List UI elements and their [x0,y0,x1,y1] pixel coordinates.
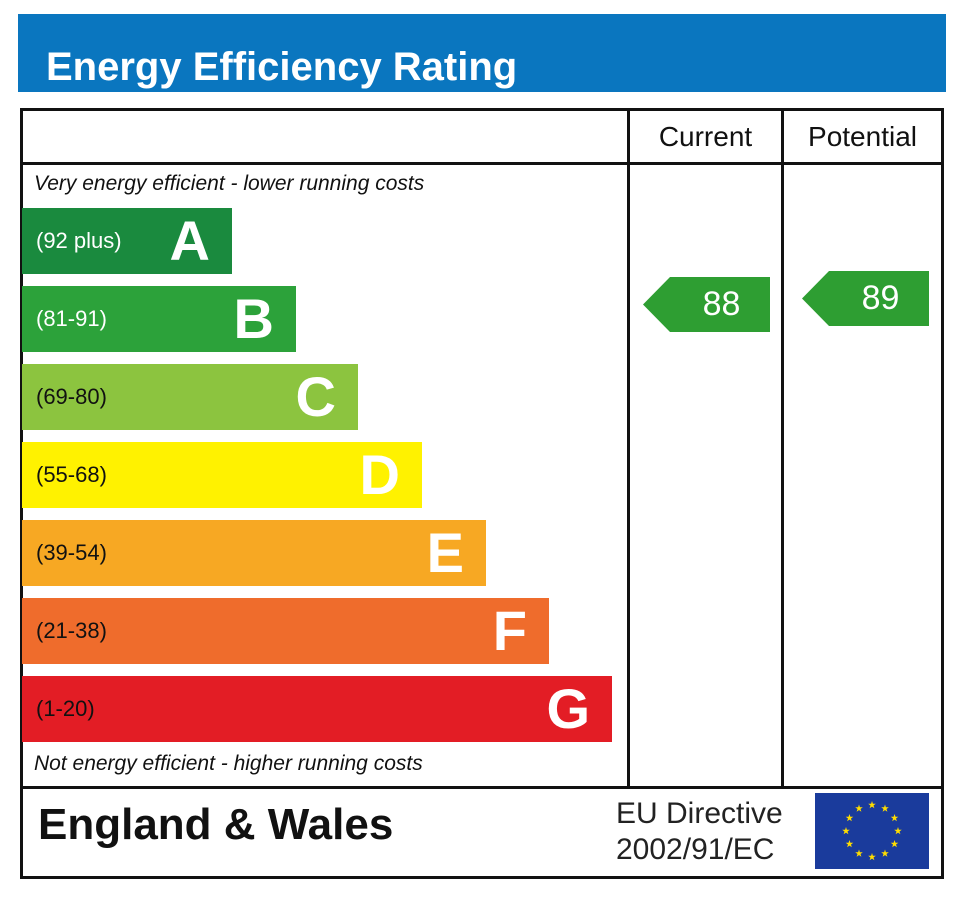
arrow-shape [802,271,929,326]
current-rating-value: 88 [702,285,741,323]
current-rating-arrow: 88 [643,277,770,332]
directive-line2: 2002/91/EC [616,833,775,866]
footer-divider [20,786,944,789]
potential-rating-arrow: 89 [802,271,929,326]
column-current: Current [658,121,753,152]
band-a: (92 plus) A [22,208,232,274]
flag-star [890,840,899,848]
band-range: (69-80) [36,384,107,409]
arrow-shape [643,277,770,332]
band-b: (81-91) B [22,286,296,352]
directive-label: EU Directive 2002/91/EC [616,796,783,868]
column-divider [781,108,784,789]
band-letter: D [359,443,400,506]
header-divider [20,162,944,165]
band-range: (81-91) [36,306,107,331]
column-divider [627,108,630,789]
flag-star [855,804,863,812]
band-f: (21-38) F [22,598,549,664]
band-letter: E [426,521,464,584]
band-range: (21-38) [36,618,107,643]
eu-flag-icon [815,793,929,869]
band-range: (39-54) [36,540,107,565]
column-potential: Potential [808,121,917,152]
band-e: (39-54) E [22,520,486,586]
potential-rating-value: 89 [861,279,900,317]
band-letter: B [233,287,274,350]
band-c: (69-80) C [22,364,358,430]
band-range: (1-20) [36,696,95,721]
flag-star [868,853,876,861]
flag-star [881,849,889,857]
flag-star [842,827,850,835]
flag-star [845,840,854,848]
band-letter: A [169,209,210,272]
flag-star [868,801,876,809]
band-range: (55-68) [36,462,107,487]
flag-star [894,827,902,835]
title-bar: Energy Efficiency Rating [18,14,946,92]
directive-line1: EU Directive [616,797,783,830]
band-letter: F [492,599,527,662]
band-range: (92 plus) [36,228,122,253]
band-g: (1-20) G [22,676,612,742]
flag-star [845,814,854,822]
region-label: England & Wales [38,800,394,849]
bottom-note: Not energy efficient - higher running co… [34,752,423,775]
band-letter: G [546,677,590,740]
chart-title: Energy Efficiency Rating [46,45,518,89]
band-d: (55-68) D [22,442,422,508]
rating-table [20,108,944,879]
top-note: Very energy efficient - lower running co… [34,172,425,195]
flag-star [855,849,863,857]
flag-star [890,814,899,822]
flag-star [881,804,889,812]
band-letter: C [295,365,336,428]
